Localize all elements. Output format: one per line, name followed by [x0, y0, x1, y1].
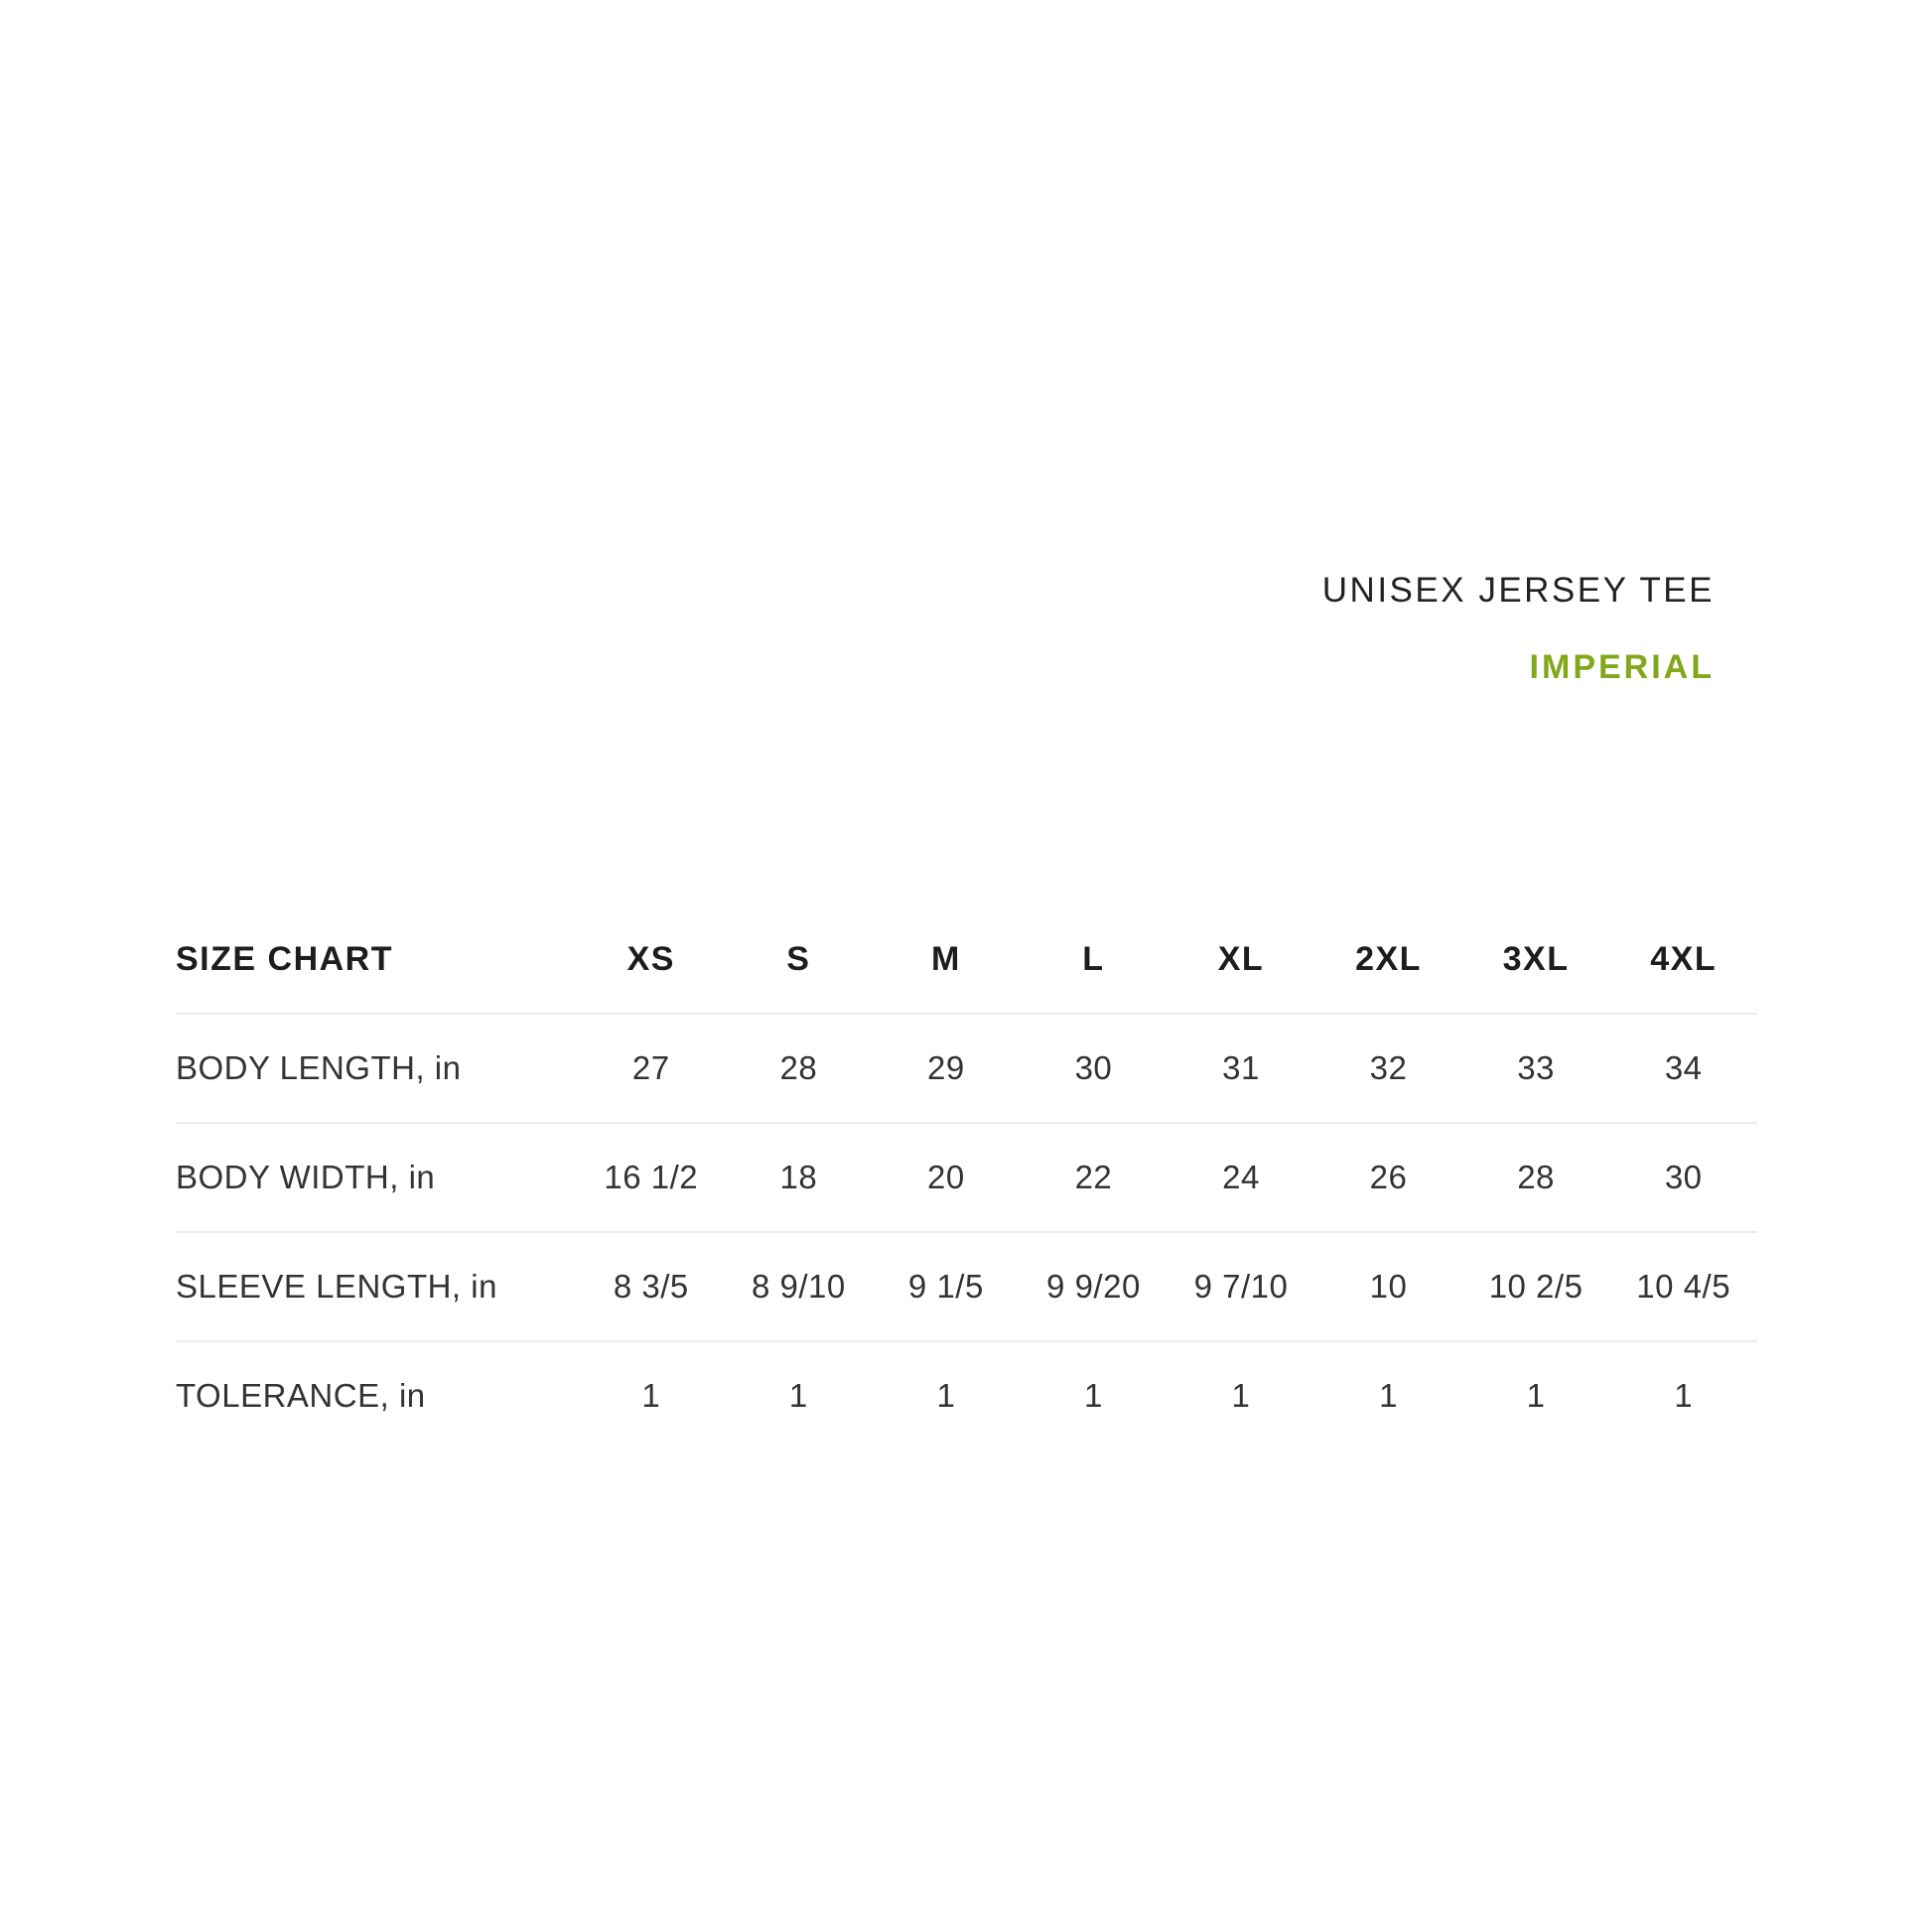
column-header-m: M — [872, 905, 1021, 1015]
table-cell: 33 — [1461, 1014, 1610, 1124]
table-cell: 20 — [872, 1123, 1021, 1233]
row-label: TOLERANCE, in — [176, 1377, 426, 1414]
table-cell: 29 — [872, 1014, 1021, 1124]
table-cell: 28 — [725, 1014, 873, 1124]
table-row: TOLERANCE, in 1 1 1 1 1 1 1 1 — [176, 1341, 1757, 1449]
table-cell: 32 — [1314, 1014, 1462, 1124]
row-label: SLEEVE LENGTH, in — [176, 1232, 578, 1342]
table-cell: 1 — [1674, 1377, 1694, 1414]
column-header-l: L — [1020, 905, 1168, 1015]
size-chart-table: SIZE CHART XS S M L XL 2XL 3XL 4XL BODY LENGTH,… — [176, 905, 1757, 1449]
table-row: BODY LENGTH, in 27 28 29 30 31 32 33 34 — [176, 1014, 1757, 1124]
table-cell: 34 — [1609, 1014, 1757, 1124]
table-row: BODY WIDTH, in 16 1/2 18 20 22 24 26 28 30 — [176, 1123, 1757, 1233]
column-header-4xl: 4XL — [1609, 905, 1757, 1015]
table-cell: 27 — [577, 1014, 726, 1124]
table-cell: 18 — [725, 1123, 873, 1233]
table-cell: 8 9/10 — [725, 1232, 873, 1342]
row-label: BODY WIDTH, in — [176, 1123, 578, 1233]
table-cell: 1 — [788, 1377, 808, 1414]
table-cell: 24 — [1167, 1123, 1315, 1233]
column-header-2xl: 2XL — [1314, 905, 1462, 1015]
table-cell: 28 — [1461, 1123, 1610, 1233]
table-cell: 9 9/20 — [1020, 1232, 1168, 1342]
table-cell: 1 — [641, 1377, 661, 1414]
table-cell: 10 — [1314, 1232, 1462, 1342]
table-cell: 8 3/5 — [577, 1232, 726, 1342]
table-row: SLEEVE LENGTH, in 8 3/5 8 9/10 9 1/5 9 9/20 9… — [176, 1232, 1757, 1342]
column-header-xl: XL — [1167, 905, 1315, 1015]
row-label: BODY LENGTH, in — [176, 1014, 578, 1124]
table-header-row: SIZE CHART XS S M L XL 2XL 3XL 4XL — [176, 905, 1757, 1015]
table-cell: 31 — [1167, 1014, 1315, 1124]
title-block: UNISEX JERSEY TEE IMPERIAL — [1321, 571, 1715, 686]
column-header-s: S — [725, 905, 873, 1015]
table-cell: 9 7/10 — [1167, 1232, 1315, 1342]
table-cell: 1 — [1526, 1377, 1546, 1414]
table-cell: 9 1/5 — [872, 1232, 1021, 1342]
table-cell: 26 — [1314, 1123, 1462, 1233]
table-cell: 1 — [1084, 1377, 1103, 1414]
table-cell: 30 — [1609, 1123, 1757, 1233]
table-cell: 1 — [936, 1377, 956, 1414]
table-cell: 10 4/5 — [1609, 1232, 1757, 1342]
column-header-xs: XS — [577, 905, 726, 1015]
table-body: BODY LENGTH, in 27 28 29 30 31 32 33 34 BODY WIDT… — [176, 1014, 1757, 1449]
table-cell: 10 2/5 — [1461, 1232, 1610, 1342]
size-chart-title: SIZE CHART — [176, 905, 578, 1015]
table-cell: 22 — [1020, 1123, 1168, 1233]
table-cell: 1 — [1231, 1377, 1251, 1414]
unit-system-label: IMPERIAL — [1529, 648, 1715, 686]
table-cell: 1 — [1379, 1377, 1398, 1414]
product-title: UNISEX JERSEY TEE — [1321, 571, 1715, 610]
column-header-3xl: 3XL — [1461, 905, 1610, 1015]
table-cell: 16 1/2 — [577, 1123, 726, 1233]
table-cell: 30 — [1020, 1014, 1168, 1124]
